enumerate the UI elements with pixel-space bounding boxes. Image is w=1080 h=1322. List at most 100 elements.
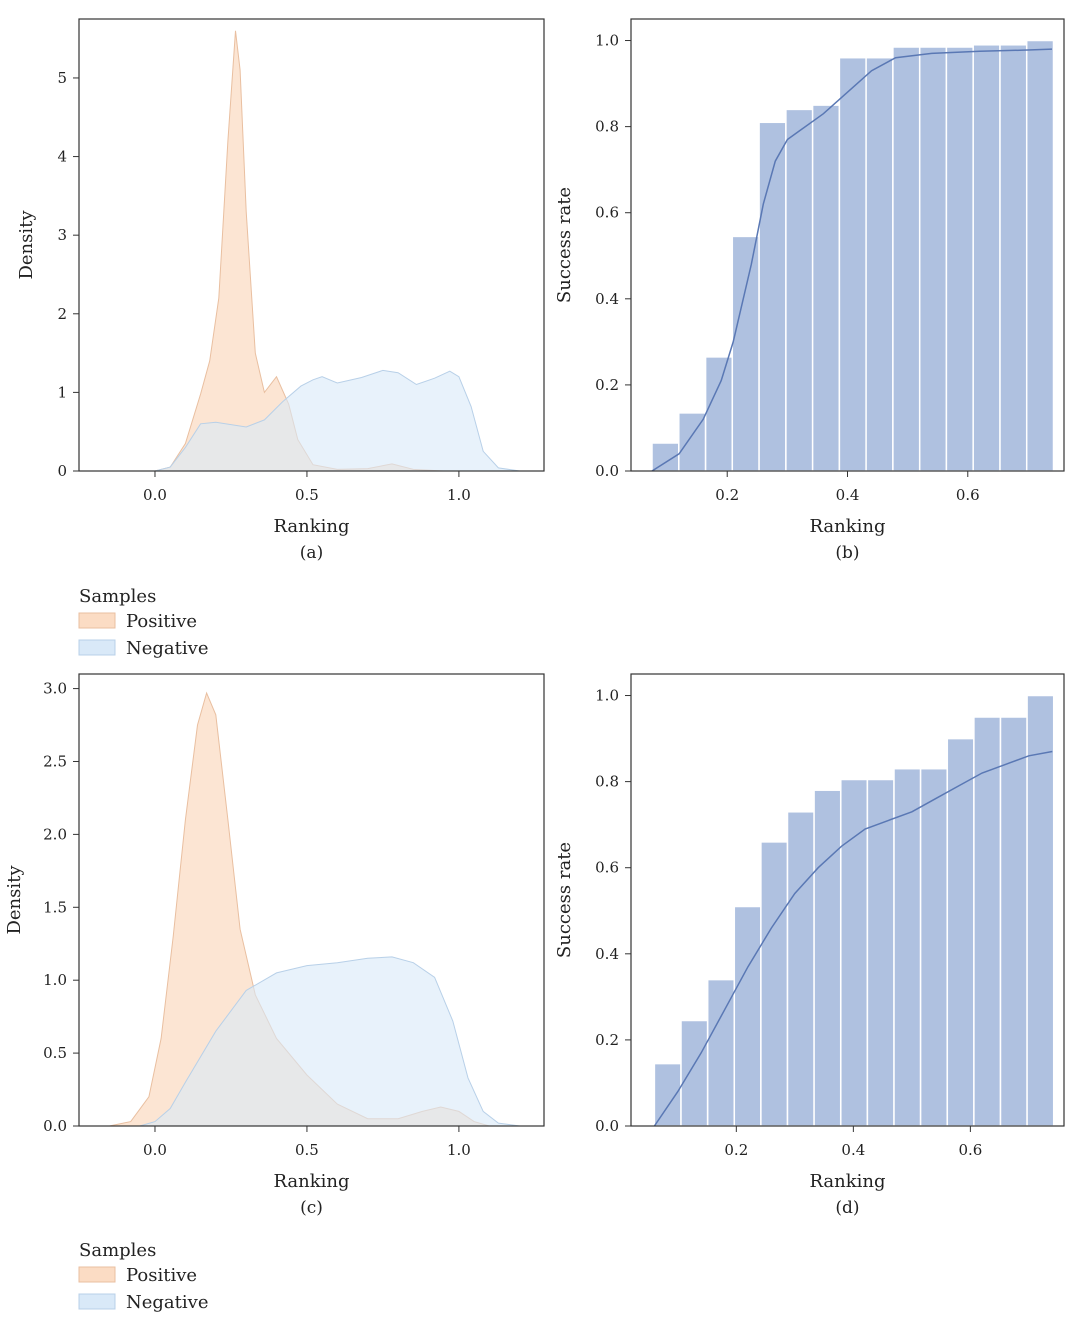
x-tick-label: 0.5 [295, 1141, 319, 1159]
y-tick-label: 0.8 [595, 773, 619, 791]
plot-frame [630, 673, 1065, 1127]
y-tick-label: 1.0 [43, 971, 67, 989]
histogram-bar-9 [866, 778, 895, 1127]
histogram-bar-8 [838, 56, 867, 472]
panel-label: (a) [300, 543, 323, 563]
legend-title: Samples [79, 1240, 156, 1261]
x-tick-label: 0.2 [724, 1141, 748, 1159]
histogram-bar-12 [946, 737, 975, 1127]
y-tick-label: 0.8 [595, 118, 619, 136]
x-axis-label: Ranking [809, 1171, 885, 1192]
x-tick-label: 1.0 [447, 1141, 471, 1159]
histogram-bar-3 [704, 356, 734, 472]
histogram-bar-5 [758, 121, 787, 472]
panel-label: (c) [300, 1198, 323, 1218]
y-tick-label: 5 [57, 69, 67, 87]
histogram-bar-14 [999, 716, 1028, 1127]
histogram-bar-11 [918, 46, 948, 472]
panel-label: (d) [835, 1198, 859, 1218]
y-tick-label: 0.2 [595, 1031, 619, 1049]
legend-label-negative: Negative [126, 1292, 208, 1313]
histogram-bar-3 [706, 978, 736, 1127]
histogram-bar-12 [945, 46, 974, 472]
y-axis-label: Density [16, 210, 37, 280]
x-tick-label: 0.4 [841, 1141, 865, 1159]
histogram-bar-7 [813, 789, 842, 1127]
y-tick-label: 0 [57, 462, 67, 480]
y-tick-label: 0.2 [595, 376, 619, 394]
x-axis-label: Ranking [273, 1171, 349, 1192]
y-tick-label: 0.0 [595, 462, 619, 480]
y-tick-label: 2.0 [43, 825, 67, 843]
y-tick-label: 0.0 [43, 1117, 67, 1135]
histogram-bar-15 [1026, 694, 1055, 1127]
legend-label-negative: Negative [126, 638, 208, 659]
plot-frame [78, 18, 545, 472]
histogram-bar-9 [865, 56, 894, 472]
chart-panel-a: 0.0 0.5 1.0 0 1 2 3 4 5 Ranking Density (a) Samples P… [16, 18, 545, 659]
y-tick-label: 1.0 [595, 687, 619, 705]
x-tick-label: 0.4 [836, 486, 860, 504]
x-tick-label: 0.6 [958, 1141, 982, 1159]
x-tick-label: 0.0 [143, 486, 167, 504]
x-tick-label: 0.2 [715, 486, 739, 504]
histogram-bar-1 [653, 1062, 682, 1127]
x-tick-label: 0.5 [295, 486, 319, 504]
histogram-bar-13 [972, 44, 1001, 472]
success-curve [651, 48, 1053, 472]
y-tick-label: 2.5 [43, 752, 67, 770]
panel-label: (b) [835, 543, 859, 563]
legend-label-positive: Positive [126, 1265, 197, 1286]
density-area-negative [139, 956, 520, 1127]
histogram-bar-4 [733, 905, 762, 1127]
y-tick-label: 0.0 [595, 1117, 619, 1135]
x-tick-label: 1.0 [447, 486, 471, 504]
y-tick-label: 3 [57, 226, 67, 244]
histogram-bar-13 [973, 716, 1002, 1127]
histogram-bar-6 [785, 108, 814, 472]
density-area-negative [154, 369, 520, 472]
histogram-bar-10 [893, 767, 922, 1127]
chart-panel-d: 0.2 0.4 0.6 0.0 0.2 0.4 0.6 0.8 1.0 Ranking Succes… [554, 673, 1065, 1218]
histogram-bar-6 [786, 811, 815, 1127]
success-curve [653, 750, 1053, 1127]
histogram-bar-11 [919, 767, 948, 1127]
legend-swatch-positive [78, 1266, 116, 1283]
y-axis-label: Success rate [554, 842, 575, 958]
y-tick-label: 1.5 [43, 898, 67, 916]
histogram-bar-15 [1025, 39, 1055, 472]
y-tick-label: 4 [57, 148, 67, 166]
histogram-bar-14 [999, 44, 1028, 472]
y-tick-label: 0.5 [43, 1044, 67, 1062]
histogram-bar-8 [840, 778, 869, 1127]
chart-panel-c: 0.0 0.5 1.0 0.0 0.5 1.0 1.5 2.0 2.5 3.0 Ranking Den… [4, 673, 545, 1313]
x-tick-label: 0.6 [956, 486, 980, 504]
legend-label-positive: Positive [126, 611, 197, 632]
y-tick-label: 2 [57, 305, 67, 323]
legend-swatch-positive [78, 612, 116, 629]
x-axis-label: Ranking [809, 516, 885, 537]
y-tick-label: 0.6 [595, 204, 619, 222]
histogram-bar-5 [760, 841, 789, 1127]
y-tick-label: 0.4 [595, 290, 619, 308]
y-tick-label: 1 [57, 383, 67, 401]
histogram-bar-4 [731, 235, 760, 472]
y-tick-label: 1.0 [595, 32, 619, 50]
histogram-bar-7 [811, 104, 841, 472]
y-axis-label: Success rate [554, 187, 575, 303]
histogram-bar-10 [892, 46, 921, 472]
legend-swatch-negative [78, 639, 116, 656]
legend-swatch-negative [78, 1293, 116, 1310]
y-axis-label: Density [4, 865, 25, 935]
x-tick-label: 0.0 [143, 1141, 167, 1159]
legend: Samples Positive Negative [78, 586, 208, 659]
plot-frame [78, 673, 545, 1127]
y-tick-label: 0.6 [595, 859, 619, 877]
y-tick-label: 3.0 [43, 680, 67, 698]
y-tick-label: 0.4 [595, 945, 619, 963]
legend-title: Samples [79, 586, 156, 607]
chart-panel-b: 0.2 0.4 0.6 0.0 0.2 0.4 0.6 0.8 1.0 Ranking Succes… [554, 18, 1065, 563]
x-axis-label: Ranking [273, 516, 349, 537]
legend: Samples Positive Negative [78, 1240, 208, 1313]
